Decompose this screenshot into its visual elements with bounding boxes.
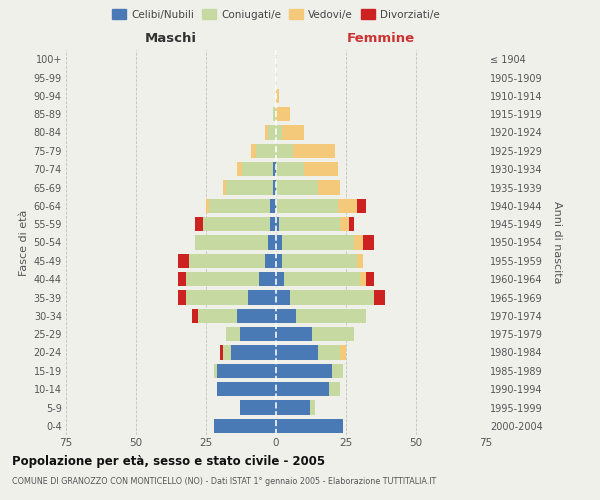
Bar (349, 217, 355, 232)
Bar (268, 236, 276, 250)
Bar (187, 272, 259, 286)
Bar (217, 382, 276, 396)
Bar (192, 308, 197, 323)
Bar (276, 327, 313, 342)
Bar (374, 290, 385, 304)
Bar (214, 418, 276, 433)
Bar (237, 162, 242, 176)
Bar (276, 272, 284, 286)
Bar (231, 346, 276, 360)
Bar (273, 107, 276, 122)
Bar (273, 162, 276, 176)
Bar (290, 290, 374, 304)
Bar (340, 346, 346, 360)
Text: Popolazione per età, sesso e stato civile - 2005: Popolazione per età, sesso e stato civil… (12, 455, 325, 468)
Bar (220, 346, 223, 360)
Bar (239, 400, 276, 414)
Bar (214, 364, 217, 378)
Bar (276, 217, 279, 232)
Bar (223, 180, 226, 194)
Bar (276, 400, 310, 414)
Bar (276, 254, 281, 268)
Bar (248, 290, 276, 304)
Bar (259, 272, 276, 286)
Bar (293, 144, 335, 158)
Bar (276, 418, 343, 433)
Bar (209, 198, 271, 213)
Bar (313, 327, 355, 342)
Bar (203, 217, 271, 232)
Bar (265, 126, 268, 140)
Bar (276, 364, 332, 378)
Bar (318, 180, 340, 194)
Bar (223, 346, 231, 360)
Bar (363, 236, 374, 250)
Text: Maschi: Maschi (145, 32, 197, 44)
Bar (178, 254, 189, 268)
Y-axis label: Anni di nascita: Anni di nascita (553, 201, 562, 284)
Bar (338, 198, 357, 213)
Text: COMUNE DI GRANOZZO CON MONTICELLO (NO) - Dati ISTAT 1° gennaio 2005 - Elaborazio: COMUNE DI GRANOZZO CON MONTICELLO (NO) -… (12, 478, 436, 486)
Bar (281, 126, 304, 140)
Bar (242, 162, 273, 176)
Bar (237, 308, 276, 323)
Bar (357, 198, 365, 213)
Bar (276, 180, 318, 194)
Bar (355, 236, 363, 250)
Bar (189, 254, 265, 268)
Text: Femmine: Femmine (347, 32, 415, 44)
Bar (265, 254, 276, 268)
Bar (276, 126, 281, 140)
Bar (217, 364, 276, 378)
Bar (279, 217, 340, 232)
Bar (276, 107, 290, 122)
Bar (276, 144, 293, 158)
Bar (365, 272, 374, 286)
Bar (195, 236, 268, 250)
Y-axis label: Fasce di età: Fasce di età (19, 210, 29, 276)
Bar (271, 198, 276, 213)
Bar (304, 162, 338, 176)
Bar (226, 327, 239, 342)
Bar (357, 254, 363, 268)
Bar (178, 290, 187, 304)
Bar (256, 144, 276, 158)
Bar (268, 126, 276, 140)
Bar (251, 144, 256, 158)
Bar (197, 308, 237, 323)
Bar (276, 198, 338, 213)
Bar (281, 254, 357, 268)
Bar (296, 308, 365, 323)
Bar (276, 88, 279, 103)
Bar (178, 272, 187, 286)
Bar (187, 290, 248, 304)
Bar (239, 327, 276, 342)
Bar (195, 217, 203, 232)
Bar (276, 346, 318, 360)
Bar (226, 180, 273, 194)
Bar (273, 180, 276, 194)
Bar (276, 290, 290, 304)
Bar (318, 346, 340, 360)
Bar (340, 217, 349, 232)
Bar (276, 162, 304, 176)
Bar (276, 308, 296, 323)
Bar (276, 382, 329, 396)
Bar (329, 382, 340, 396)
Bar (332, 364, 343, 378)
Legend: Celibi/Nubili, Coniugati/e, Vedovi/e, Divorziati/e: Celibi/Nubili, Coniugati/e, Vedovi/e, Di… (108, 5, 444, 24)
Bar (276, 236, 281, 250)
Bar (206, 198, 209, 213)
Bar (281, 236, 355, 250)
Bar (284, 272, 360, 286)
Bar (360, 272, 365, 286)
Bar (271, 217, 276, 232)
Bar (310, 400, 315, 414)
